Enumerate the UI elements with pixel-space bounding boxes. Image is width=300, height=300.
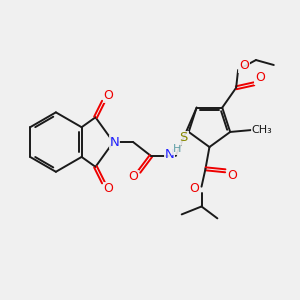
Text: O: O [190, 182, 200, 195]
Text: N: N [110, 136, 119, 148]
Text: CH₃: CH₃ [251, 125, 272, 135]
Text: O: O [103, 89, 113, 102]
Text: O: O [239, 59, 249, 73]
Text: O: O [128, 170, 138, 183]
Text: N: N [165, 148, 175, 161]
Text: O: O [227, 169, 237, 182]
Text: O: O [255, 71, 265, 84]
Text: O: O [103, 182, 113, 195]
Text: H: H [172, 144, 181, 154]
Text: S: S [180, 131, 188, 144]
